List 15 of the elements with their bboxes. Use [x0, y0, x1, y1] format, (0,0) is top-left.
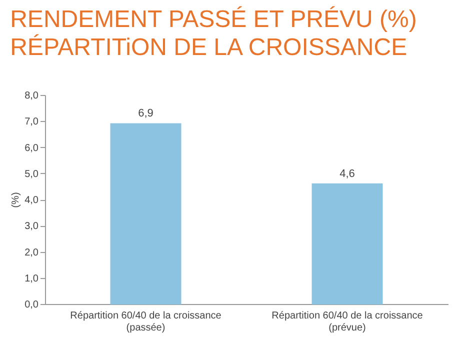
y-tick-label: 0,0	[24, 300, 39, 310]
y-tick-label: 3,0	[24, 221, 39, 232]
x-tick-label: Répartition 60/40 de la croissance (passée)	[70, 310, 222, 334]
data-label: 4,6	[340, 168, 355, 180]
chart-title: RENDEMENT PASSÉ ET PRÉVU (%) RÉPARTITiON DE LA CROISSANCE	[10, 6, 417, 61]
x-tick-label: Répartition 60/40 de la croissance (prévue)	[272, 310, 424, 334]
y-tick-label: 2,0	[24, 247, 39, 258]
y-tick-label: 8,0	[24, 90, 39, 102]
y-tick-label: 7,0	[24, 116, 39, 128]
y-tick-label: 5,0	[24, 168, 39, 180]
y-tick-label: 6,0	[24, 142, 39, 154]
y-axis-title: (%)	[10, 192, 22, 208]
y-tick-label: 4,0	[24, 195, 39, 206]
y-tick-label: 1,0	[24, 273, 39, 284]
data-label: 6,9	[138, 108, 154, 120]
